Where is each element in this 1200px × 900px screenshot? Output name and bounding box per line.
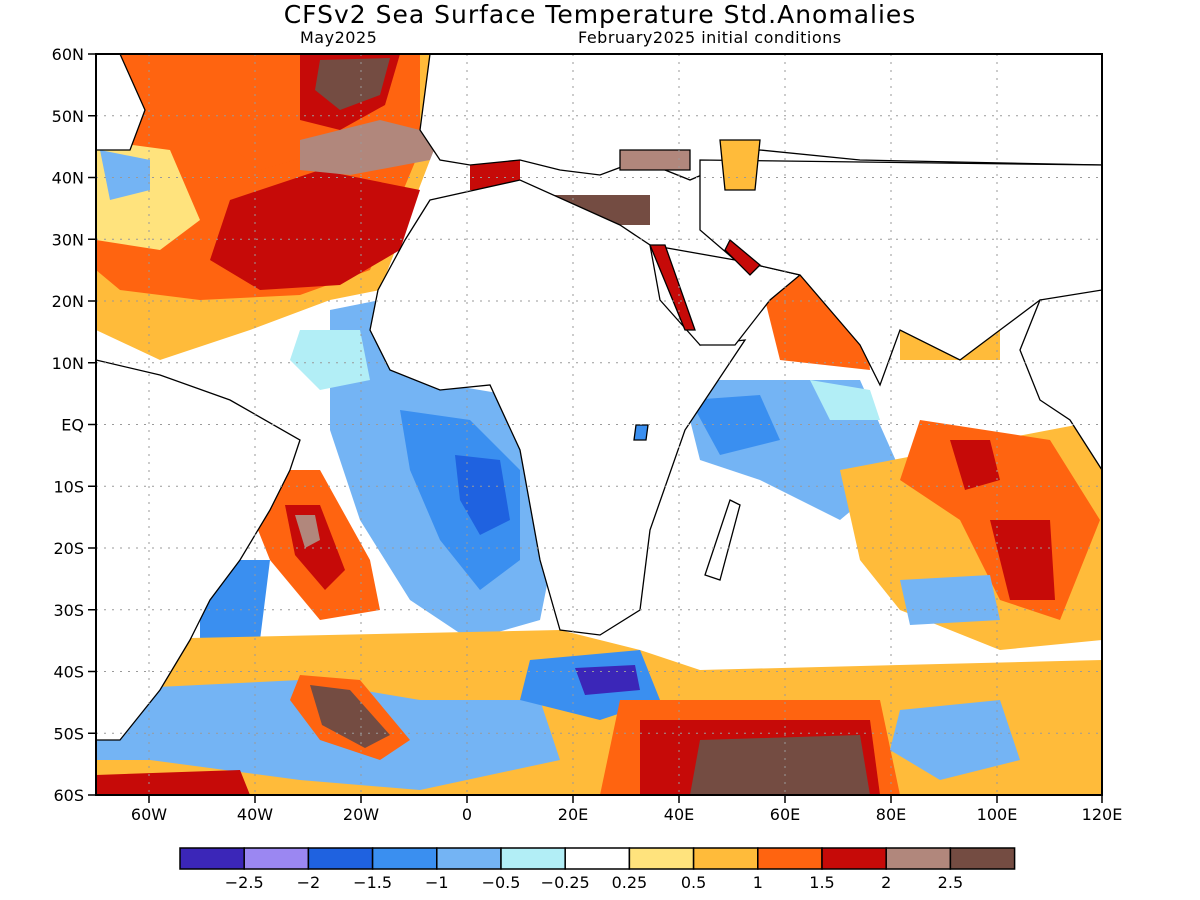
- lat-tick-60s: 60S: [53, 786, 84, 805]
- gridlines: [96, 54, 1102, 795]
- lon-tick-20e: 20E: [558, 805, 588, 824]
- lat-tick-10n: 10N: [52, 354, 84, 373]
- colorbar-swatch: [243, 847, 310, 870]
- colorbar-label: 1.5: [809, 873, 834, 892]
- colorbar-swatch: [821, 847, 887, 870]
- lon-tick-0: 0: [462, 805, 472, 824]
- colorbar-swatch: [500, 847, 566, 870]
- lon-tick-60w: 60W: [131, 805, 167, 824]
- lon-tick-40w: 40W: [237, 805, 273, 824]
- colorbar-label: 2.5: [938, 873, 963, 892]
- lon-tick-40e: 40E: [664, 805, 694, 824]
- colorbar-swatch: [949, 847, 1016, 870]
- colorbar-swatch: [371, 847, 438, 870]
- lat-tick-10s: 10S: [53, 477, 84, 496]
- colorbar-swatch: [757, 847, 823, 870]
- chart-title: CFSv2 Sea Surface Temperature Std.Anomal…: [283, 0, 917, 29]
- colorbar-label: −1.5: [353, 873, 392, 892]
- colorbar-label: 2: [881, 873, 891, 892]
- colorbar-label: 0.25: [612, 873, 648, 892]
- initial-conditions: February2025 initial conditions: [578, 28, 842, 47]
- lat-tick-20n: 20N: [52, 292, 84, 311]
- lat-tick-60n: 60N: [52, 45, 84, 64]
- lon-tick-100e: 100E: [977, 805, 1018, 824]
- colorbar-label: −2: [297, 873, 321, 892]
- lon-tick-60e: 60E: [770, 805, 800, 824]
- colorbar-swatch: [885, 847, 952, 870]
- colorbar-label: −0.5: [482, 873, 521, 892]
- colorbar-swatch: [179, 847, 245, 870]
- colorbar-label: −1: [425, 873, 449, 892]
- lat-axis: [88, 53, 96, 796]
- colorbar-label: 0.5: [681, 873, 706, 892]
- colorbar-swatch: [692, 847, 759, 870]
- lat-tick-40n: 40N: [52, 169, 84, 188]
- colorbar-swatch: [436, 847, 502, 870]
- lat-tick-30n: 30N: [52, 230, 84, 249]
- colorbar-swatch: [628, 847, 695, 870]
- lon-tick-120e: 120E: [1082, 805, 1123, 824]
- valid-month: May2025: [300, 28, 378, 47]
- lat-tick-30s: 30S: [53, 601, 84, 620]
- lon-axis: [148, 795, 1103, 803]
- lat-tick-50s: 50S: [53, 724, 84, 743]
- colorbar-label: −2.5: [225, 873, 264, 892]
- colorbar-label: 1: [753, 873, 763, 892]
- lat-tick-40s: 40S: [53, 663, 84, 682]
- lat-tick-20s: 20S: [53, 539, 84, 558]
- lon-tick-20w: 20W: [343, 805, 379, 824]
- colorbar: −2.5 −2 −1.5 −1 −0.5 −0.25 0.25 0.5 1 1.5 2 2.5: [179, 847, 1016, 892]
- colorbar-label: −0.25: [541, 873, 590, 892]
- colorbar-swatch: [307, 847, 374, 870]
- lat-tick-50n: 50N: [52, 107, 84, 126]
- lat-tick-eq: EQ: [61, 416, 84, 435]
- lon-tick-80e: 80E: [876, 805, 906, 824]
- colorbar-swatch: [564, 847, 631, 870]
